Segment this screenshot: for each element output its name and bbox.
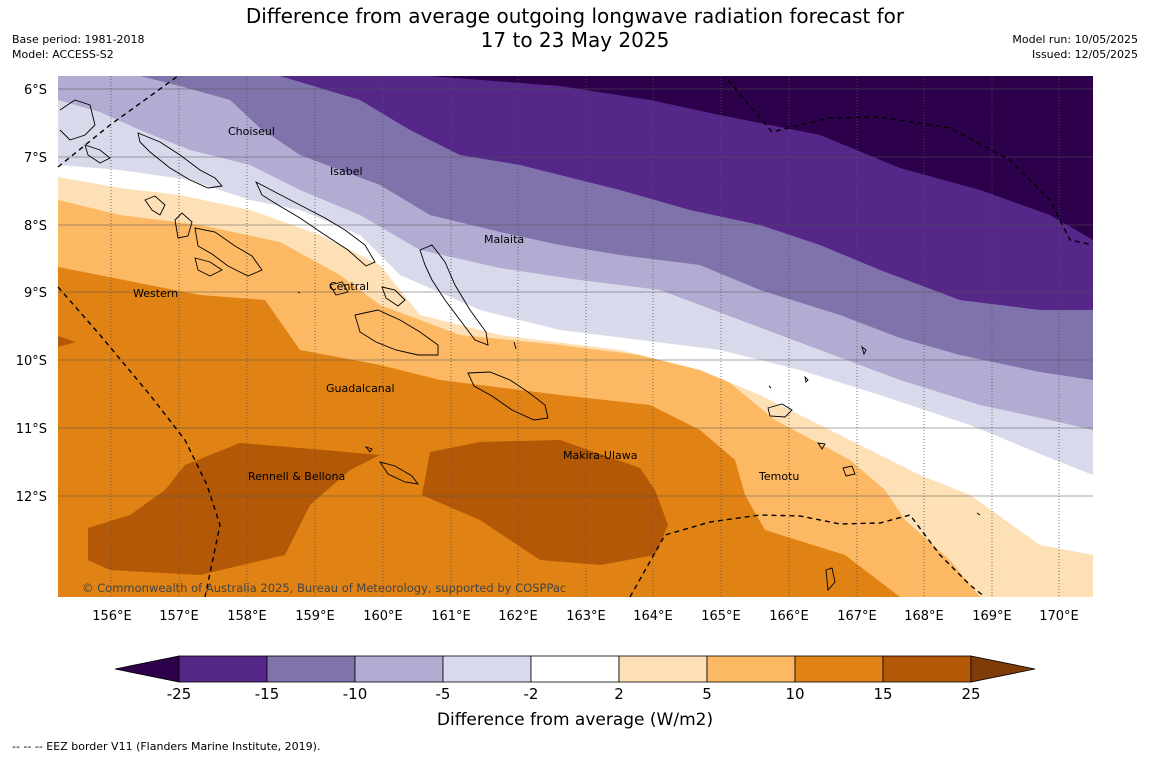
region-label-makira-ulawa: Makira-Ulawa xyxy=(563,449,637,462)
lon-tick-label: 168°E xyxy=(904,609,944,624)
lat-tick-label: 6°S xyxy=(24,83,47,98)
colorbar-tick-label: 15 xyxy=(873,685,892,703)
eez-legend-text: -- -- -- EEZ border V11 (Flanders Marine… xyxy=(12,740,321,753)
title-line-2: 17 to 23 May 2025 xyxy=(480,28,670,52)
colorbar-bin xyxy=(794,655,884,683)
region-label-isabel: Isabel xyxy=(330,165,363,178)
lon-axis-labels: 156°E 157°E 158°E 159°E 160°E 161°E 162°… xyxy=(92,609,1079,624)
title-line-1: Difference from average outgoing longwav… xyxy=(245,4,905,28)
lon-tick-label: 169°E xyxy=(972,609,1012,624)
lat-tick-label: 7°S xyxy=(24,151,47,166)
lat-tick-label: 11°S xyxy=(16,422,47,437)
lon-tick-label: 156°E xyxy=(92,609,132,624)
meta-left: Base period: 1981-2018 Model: ACCESS-S2 xyxy=(12,32,144,62)
colorbar-tick-label: -2 xyxy=(524,685,539,703)
lon-tick-label: 163°E xyxy=(566,609,606,624)
colorbar-bin xyxy=(442,655,532,683)
lon-tick-label: 157°E xyxy=(159,609,199,624)
band-15-25-edge xyxy=(58,336,76,347)
region-label-rennell-bellona: Rennell & Bellona xyxy=(248,470,345,483)
colorbar-tick-label: 5 xyxy=(702,685,712,703)
colorbar-label: Difference from average (W/m2) xyxy=(436,710,714,730)
lat-gridlines xyxy=(58,88,1093,497)
copyright-text: © Commonwealth of Australia 2025, Bureau… xyxy=(82,581,566,595)
colorbar-bin xyxy=(530,655,620,683)
lat-axis-labels: 6°S 7°S 8°S 9°S 10°S 11°S 12°S xyxy=(16,83,47,505)
lat-tick-label: 12°S xyxy=(16,490,47,505)
lon-tick-label: 166°E xyxy=(769,609,809,624)
lon-tick-label: 165°E xyxy=(701,609,741,624)
colorbar-tick-label: 10 xyxy=(785,685,804,703)
colorbar-tick-label: -15 xyxy=(255,685,280,703)
colorbar-tick-label: 25 xyxy=(961,685,980,703)
model-run-text: Model run: 10/05/2025 xyxy=(1012,33,1138,46)
band-15-25-east xyxy=(422,440,668,565)
colorbar-bin xyxy=(266,655,356,683)
region-label-choiseul: Choiseul xyxy=(228,125,275,138)
region-label-western: Western xyxy=(133,287,178,300)
band-15-25-west xyxy=(88,443,380,575)
region-label-central: Central xyxy=(329,280,369,293)
issued-text: Issued: 12/05/2025 xyxy=(1031,48,1138,61)
region-label-guadalcanal: Guadalcanal xyxy=(326,382,395,395)
lat-tick-label: 9°S xyxy=(24,286,47,301)
colorbar-tick-label: 2 xyxy=(614,685,624,703)
lon-tick-label: 170°E xyxy=(1039,609,1079,624)
lat-tick-label: 8°S xyxy=(24,219,47,234)
lon-tick-label: 158°E xyxy=(227,609,267,624)
colorbar-bin xyxy=(618,655,708,683)
lon-tick-label: 167°E xyxy=(837,609,877,624)
colorbar-tick-label: -5 xyxy=(436,685,451,703)
model-text: Model: ACCESS-S2 xyxy=(12,48,114,61)
region-label-temotu: Temotu xyxy=(758,470,799,483)
band-below-neg25 xyxy=(430,76,1093,240)
region-label-malaita: Malaita xyxy=(484,233,524,246)
colorbar-bin xyxy=(706,655,796,683)
colorbar-under-triangle xyxy=(114,655,180,683)
map-title: Difference from average outgoing longwav… xyxy=(0,4,1150,52)
lon-tick-label: 159°E xyxy=(295,609,335,624)
region-labels: Choiseul Isabel Malaita Central Western … xyxy=(133,125,799,483)
lon-tick-label: 164°E xyxy=(633,609,673,624)
base-period-text: Base period: 1981-2018 xyxy=(12,33,145,46)
colorbar-over-triangle xyxy=(970,655,1036,683)
lon-tick-label: 161°E xyxy=(431,609,471,624)
colorbar-bin xyxy=(354,655,444,683)
lat-tick-label: 10°S xyxy=(16,354,47,369)
colorbar-bin xyxy=(882,655,972,683)
colorbar-tick-labels: -25 -15 -10 -5 -2 2 5 10 15 25 xyxy=(167,685,981,703)
colorbar-tick-label: -10 xyxy=(343,685,368,703)
meta-right: Model run: 10/05/2025 Issued: 12/05/2025 xyxy=(1012,32,1138,62)
eez-borders xyxy=(57,75,1094,598)
lon-tick-label: 162°E xyxy=(498,609,538,624)
anomaly-fill-layer xyxy=(58,76,1093,597)
colorbar-tick-label: -25 xyxy=(167,685,192,703)
island-coastlines xyxy=(59,99,981,592)
colorbar xyxy=(114,655,1036,683)
lon-tick-label: 160°E xyxy=(363,609,403,624)
colorbar-bin xyxy=(178,655,268,683)
